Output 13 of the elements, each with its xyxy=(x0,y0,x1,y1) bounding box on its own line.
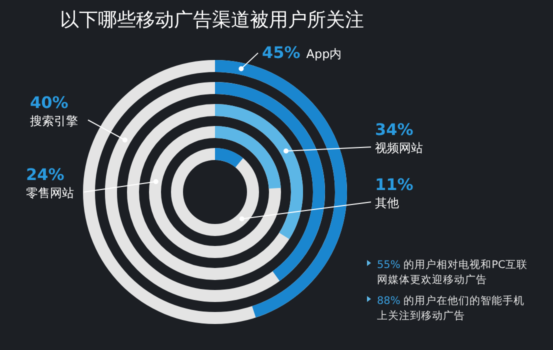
category-label: 视频网站 xyxy=(375,141,423,155)
data-label: 40% xyxy=(30,93,68,112)
category-label: 其他 xyxy=(375,196,399,210)
text: 以下哪些移动广告渠道被用户所关注 xyxy=(60,9,364,31)
data-label: 24% xyxy=(26,165,64,184)
data-label: 11% xyxy=(375,175,414,194)
category-label: 搜索引擎 xyxy=(30,114,78,128)
category-label: App内 xyxy=(306,47,342,61)
text: 88% 的用户在他们的智能手机上关注到移动广告 xyxy=(377,294,525,322)
data-label: 45% xyxy=(262,43,300,62)
text: 55% 的用户相对电视和PC互联网媒体更欢迎移动广告 xyxy=(377,258,528,286)
category-label: 零售网站 xyxy=(26,186,74,200)
data-label: 34% xyxy=(375,120,414,139)
